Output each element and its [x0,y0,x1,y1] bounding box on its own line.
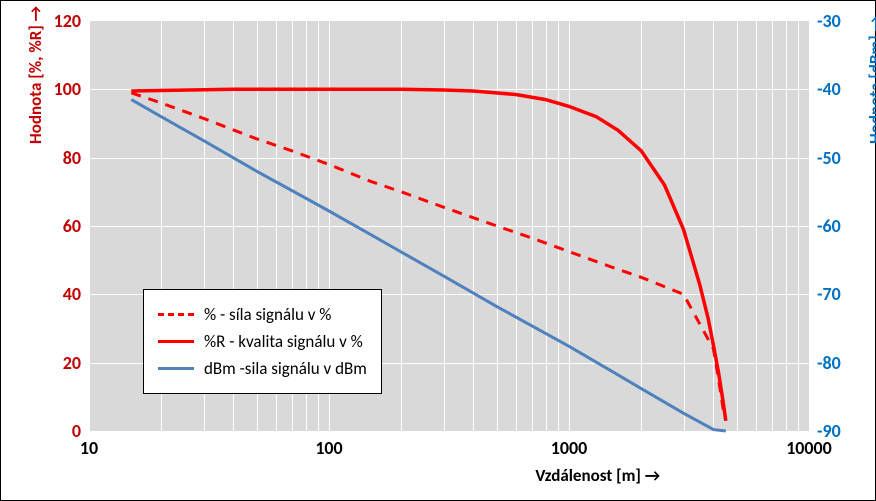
x-tick-label: 100 [315,437,342,459]
y-right-tick-label: -60 [809,215,841,237]
plot-area: 10100100010000020406080100120-90-80-70-6… [89,21,809,431]
legend-item: % - síla signálu v % [158,304,367,325]
y-right-tick-label: -30 [809,10,841,32]
y-left-tick-label: 100 [54,78,89,100]
legend-item: %R - kvalita signálu v % [158,331,367,352]
y-left-tick-label: 60 [63,215,89,237]
y-left-tick-label: 80 [63,147,89,169]
legend-label: % - síla signálu v % [204,304,331,325]
legend-item: dBm -sila signálu v dBm [158,358,367,379]
legend-swatch [158,313,194,316]
y-left-tick-label: 120 [54,10,89,32]
y-right-tick-label: -50 [809,147,841,169]
legend-label: dBm -sila signálu v dBm [204,358,367,379]
y-right-tick-label: -90 [809,420,841,442]
legend-swatch [158,340,194,343]
x-tick-label: 1000 [551,437,588,459]
legend-swatch [158,367,194,370]
legend: % - síla signálu v % %R - kvalita signálu… [143,289,382,394]
y-left-axis-title: Hodnota [%, %R] → [25,6,46,144]
legend-label: %R - kvalita signálu v % [204,331,363,352]
x-axis-title: Vzdálenost [m] → [535,465,660,486]
y-left-tick-label: 0 [72,420,89,442]
y-left-tick-label: 40 [63,283,89,305]
y-right-tick-label: -70 [809,283,841,305]
chart-frame: 10100100010000020406080100120-90-80-70-6… [0,0,876,501]
y-right-tick-label: -80 [809,352,841,374]
y-left-tick-label: 20 [63,352,89,374]
y-right-axis-title: Hodnota [dBm] → [865,16,876,144]
y-right-tick-label: -40 [809,78,841,100]
